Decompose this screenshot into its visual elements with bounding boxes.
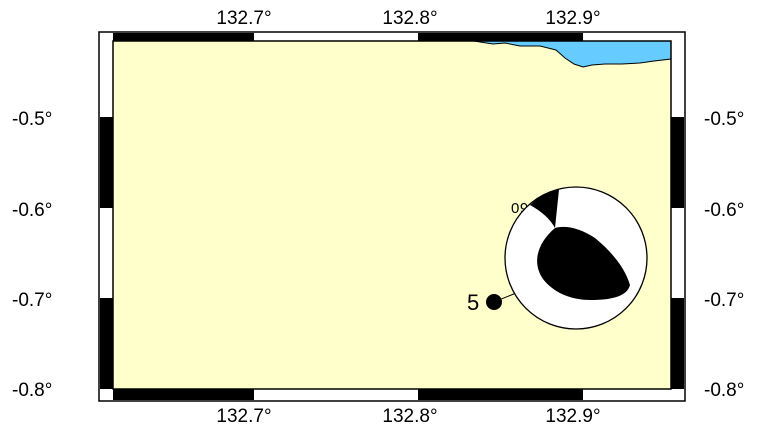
magnitude-label: 5 [467,290,479,315]
left-lat-label-2: -0.6° [12,200,52,221]
left-lat-label-1: -0.5° [12,109,52,130]
map-frame [98,31,686,402]
bottom-lon-label-2: 132.8° [382,406,437,427]
right-lat-label-2: -0.6° [704,200,744,221]
bottom-lon-label-1: 132.7° [216,406,271,427]
left-lat-label-3: -0.7° [12,290,52,311]
right-lat-label-3: -0.7° [704,290,744,311]
top-lon-label-1: 132.7° [216,8,271,29]
left-lat-label-4: -0.8° [12,380,52,401]
top-lon-label-3: 132.9° [545,8,600,29]
epicenter-dot-icon [486,294,502,310]
right-lat-label-4: -0.8° [704,380,744,401]
bottom-lon-label-3: 132.9° [545,406,600,427]
beachball-icon [504,186,648,330]
top-lon-label-2: 132.8° [382,8,437,29]
sea-area [473,40,672,68]
right-lat-label-1: -0.5° [704,109,744,130]
